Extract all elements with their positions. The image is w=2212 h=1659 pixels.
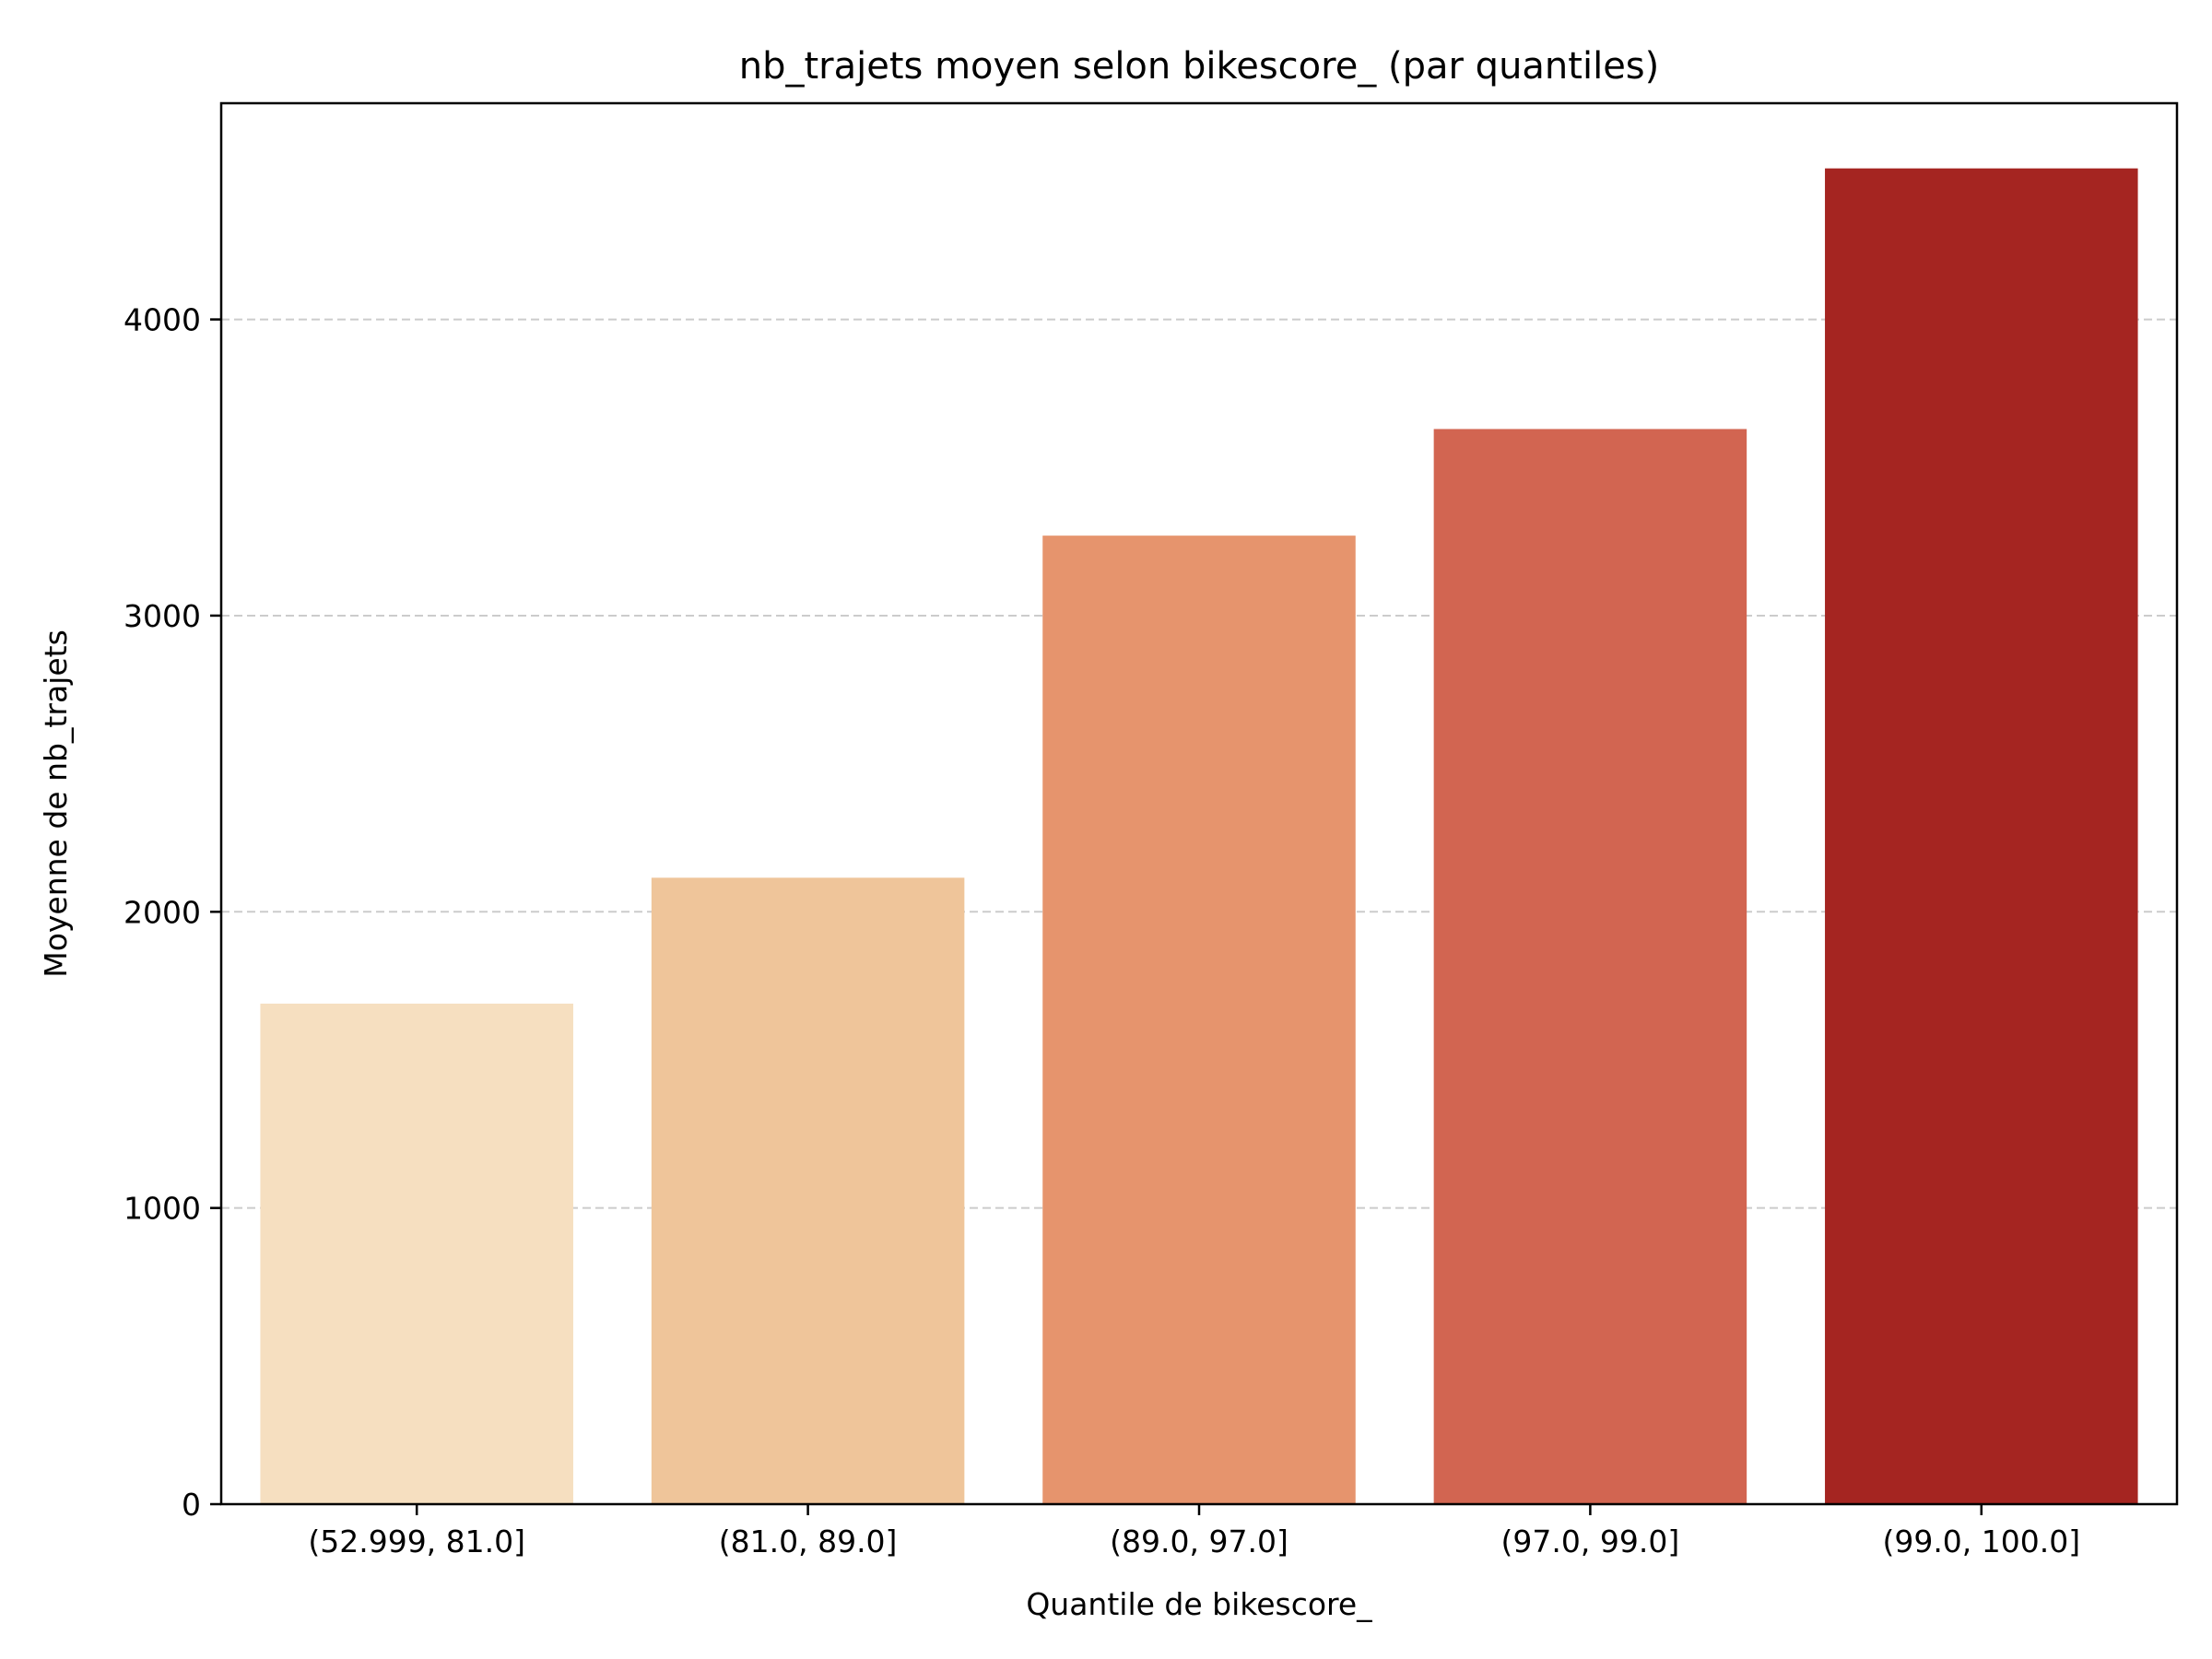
x-axis-label: Quantile de bikescore_ — [1026, 1586, 1372, 1622]
y-tick-label-4: 4000 — [124, 302, 201, 338]
x-tick-label-2: (89.0, 97.0] — [1110, 1524, 1288, 1559]
y-tick-label-3: 3000 — [124, 598, 201, 634]
x-axis-ticks: (52.999, 81.0] (81.0, 89.0] (89.0, 97.0] (9… — [308, 1504, 2080, 1559]
bar-4 — [1825, 168, 2138, 1505]
bars — [260, 168, 2138, 1505]
x-tick-label-0: (52.999, 81.0] — [308, 1524, 525, 1559]
bar-3 — [1433, 429, 1747, 1504]
y-axis-label: Moyenne de nb_trajets — [38, 629, 74, 978]
x-tick-label-3: (97.0, 99.0] — [1501, 1524, 1680, 1559]
x-tick-label-1: (81.0, 89.0] — [719, 1524, 898, 1559]
x-tick-label-4: (99.0, 100.0] — [1882, 1524, 2080, 1559]
bar-0 — [260, 1003, 573, 1504]
chart-title: nb_trajets moyen selon bikescore_ (par q… — [739, 45, 1660, 88]
y-tick-label-2: 2000 — [124, 894, 201, 930]
y-axis-ticks: 0 1000 2000 3000 4000 — [124, 302, 221, 1523]
bar-1 — [651, 877, 965, 1504]
y-tick-label-0: 0 — [182, 1487, 201, 1523]
bar-2 — [1042, 535, 1356, 1504]
y-tick-label-1: 1000 — [124, 1191, 201, 1227]
